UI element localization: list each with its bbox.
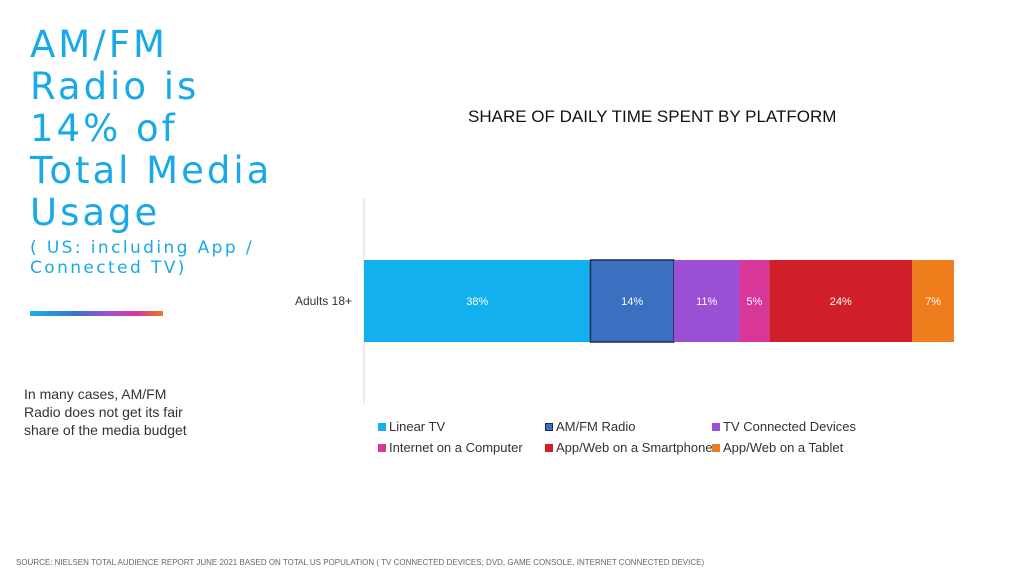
bar-segment-5 — [912, 260, 954, 342]
side-note-line: In many cases, AM/FM — [24, 386, 167, 402]
headline-line: Usage — [30, 191, 161, 234]
headline-line: AM/FM — [30, 23, 168, 66]
legend-label-4: App/Web on a Smartphone — [556, 440, 713, 455]
legend-label-2: TV Connected Devices — [723, 419, 856, 434]
stacked-bar-chart: Adults 18+ 38% 14% 11% 5% 24% 7% — [295, 198, 954, 404]
data-label-1: 14% — [621, 296, 643, 308]
category-label: Adults 18+ — [295, 294, 352, 308]
data-label-4: 24% — [830, 296, 852, 308]
headline-line: Total Media — [30, 149, 273, 192]
legend-item-4: App/Web on a Smartphone — [545, 440, 713, 455]
headline: AM/FM Radio is 14% of Total Media Usage … — [30, 23, 330, 279]
data-label-5: 7% — [925, 296, 941, 308]
headline-subline: ( US: including App / — [30, 238, 254, 258]
legend-item-5: App/Web on a Tablet — [712, 440, 879, 455]
legend-item-2: TV Connected Devices — [712, 419, 879, 434]
legend-label-3: Internet on a Computer — [389, 440, 523, 455]
legend-swatch-1 — [545, 422, 553, 431]
headline-line: Radio is — [30, 65, 200, 108]
legend-swatch-2 — [712, 422, 720, 431]
bar-segment-0 — [364, 260, 591, 342]
side-note-line: Radio does not get its fair — [24, 404, 183, 420]
data-label-3: 5% — [746, 296, 762, 308]
chart-legend: Linear TV AM/FM Radio TV Connected Devices… — [378, 419, 898, 455]
data-label-0: 38% — [466, 296, 488, 308]
legend-swatch-3 — [378, 443, 386, 452]
bar-segment-4 — [769, 260, 913, 342]
legend-swatch-4 — [545, 443, 553, 452]
accent-gradient-bar — [30, 311, 163, 316]
legend-swatch-0 — [378, 422, 386, 431]
legend-label-0: Linear TV — [389, 419, 446, 434]
bar-segment-3 — [739, 260, 770, 342]
bar-segment-1 — [589, 259, 675, 343]
legend-label-1: AM/FM Radio — [556, 419, 636, 434]
legend-label-5: App/Web on a Tablet — [723, 440, 844, 455]
headline-line: 14% of — [30, 107, 178, 150]
chart-title: SHARE OF DAILY TIME SPENT BY PLATFORM — [468, 107, 837, 126]
source-note: SOURCE: NIELSEN TOTAL AUDIENCE REPORT JU… — [16, 558, 705, 567]
legend-swatch-5 — [712, 443, 720, 452]
side-note-line: share of the media budget — [24, 422, 187, 438]
legend-item-0: Linear TV — [378, 419, 545, 434]
legend-item-1: AM/FM Radio — [545, 419, 712, 434]
headline-subline: Connected TV) — [30, 258, 187, 278]
side-note: In many cases, AM/FM Radio does not get … — [24, 385, 214, 439]
legend-item-3: Internet on a Computer — [378, 440, 545, 455]
bar-segment-2 — [673, 260, 740, 342]
data-label-2: 11% — [696, 296, 717, 308]
